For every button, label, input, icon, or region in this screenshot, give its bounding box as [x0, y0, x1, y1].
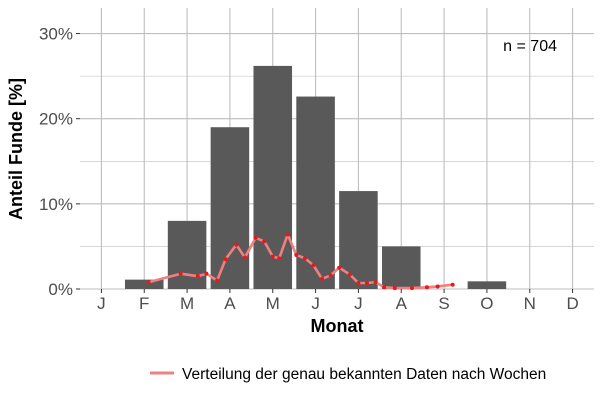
weekly-point	[262, 239, 267, 244]
weekly-point	[450, 282, 455, 287]
x-tick-label: A	[224, 294, 236, 313]
weekly-point	[373, 280, 378, 285]
weekly-point	[409, 286, 414, 291]
x-tick-label: D	[566, 294, 578, 313]
weekly-point	[356, 281, 361, 286]
weekly-point	[424, 285, 429, 290]
weekly-point	[320, 276, 325, 281]
y-tick-label: 10%	[39, 195, 73, 214]
x-tick-label: J	[97, 294, 106, 313]
weekly-point	[178, 271, 183, 276]
weekly-point	[277, 256, 282, 261]
bars	[124, 65, 507, 289]
legend: Verteilung der genau bekannten Daten nac…	[150, 366, 546, 383]
y-tick-label: 20%	[39, 110, 73, 129]
legend-label: Verteilung der genau bekannten Daten nac…	[182, 366, 546, 383]
x-axis-title: Monat	[311, 316, 364, 336]
weekly-point	[270, 254, 275, 259]
weekly-point	[146, 280, 151, 285]
x-tick-label: N	[524, 294, 536, 313]
y-axis-ticks: 0% 10% 20% 30%	[39, 25, 80, 299]
x-tick-label: F	[139, 294, 149, 313]
weekly-point	[285, 232, 290, 237]
weekly-point	[204, 271, 209, 276]
weekly-point	[195, 274, 200, 279]
x-tick-label: O	[480, 294, 493, 313]
bar-3	[167, 220, 207, 289]
weekly-point	[392, 286, 397, 291]
bar-2	[124, 279, 164, 289]
weekly-point	[294, 252, 299, 257]
weekly-point	[253, 235, 258, 240]
weekly-point	[328, 273, 333, 278]
y-axis-title: Anteil Funde [%]	[6, 78, 26, 220]
weekly-point	[337, 265, 342, 270]
x-tick-label: A	[396, 294, 408, 313]
bar-10	[467, 281, 507, 289]
bar-8	[381, 246, 421, 289]
weekly-point	[347, 272, 352, 277]
weekly-point	[215, 278, 220, 283]
weekly-point	[382, 285, 387, 290]
weekly-point	[435, 284, 440, 289]
weekly-point	[234, 242, 239, 247]
weekly-point	[302, 256, 307, 261]
weekly-point	[311, 263, 316, 268]
x-tick-label: J	[311, 294, 320, 313]
bar-4	[210, 127, 250, 289]
y-tick-label: 30%	[39, 25, 73, 44]
plot-background	[80, 8, 594, 289]
weekly-points	[146, 232, 455, 291]
bar-6	[296, 96, 335, 289]
sample-size-annotation: n = 704	[503, 38, 557, 55]
x-tick-label: J	[354, 294, 363, 313]
weekly-point	[242, 255, 247, 260]
x-tick-label: M	[266, 294, 280, 313]
x-tick-label: S	[438, 294, 449, 313]
weekly-point	[223, 257, 228, 262]
y-tick-label: 0%	[48, 280, 73, 299]
weekly-point	[364, 281, 369, 286]
bar-7	[339, 191, 378, 289]
bar-5	[253, 65, 293, 289]
x-tick-label: M	[180, 294, 194, 313]
